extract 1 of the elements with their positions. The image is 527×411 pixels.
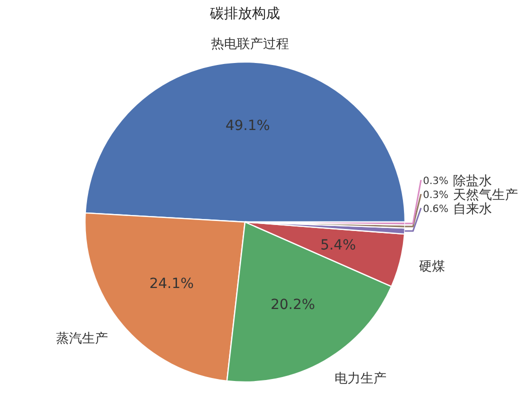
title: 碳排放构成 (210, 6, 280, 22)
